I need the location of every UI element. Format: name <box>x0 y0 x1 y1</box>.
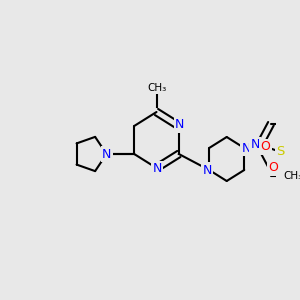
Text: N: N <box>102 148 111 160</box>
Text: S: S <box>276 145 284 158</box>
Text: N: N <box>175 118 184 131</box>
Text: N: N <box>102 148 111 160</box>
Text: O: O <box>268 161 278 174</box>
Text: O: O <box>260 140 270 153</box>
Text: N: N <box>202 164 212 176</box>
Text: CH₃: CH₃ <box>147 83 166 93</box>
Text: CH₃: CH₃ <box>284 171 300 181</box>
Text: N: N <box>242 142 251 154</box>
Text: N: N <box>250 139 260 152</box>
Text: N: N <box>153 163 162 176</box>
